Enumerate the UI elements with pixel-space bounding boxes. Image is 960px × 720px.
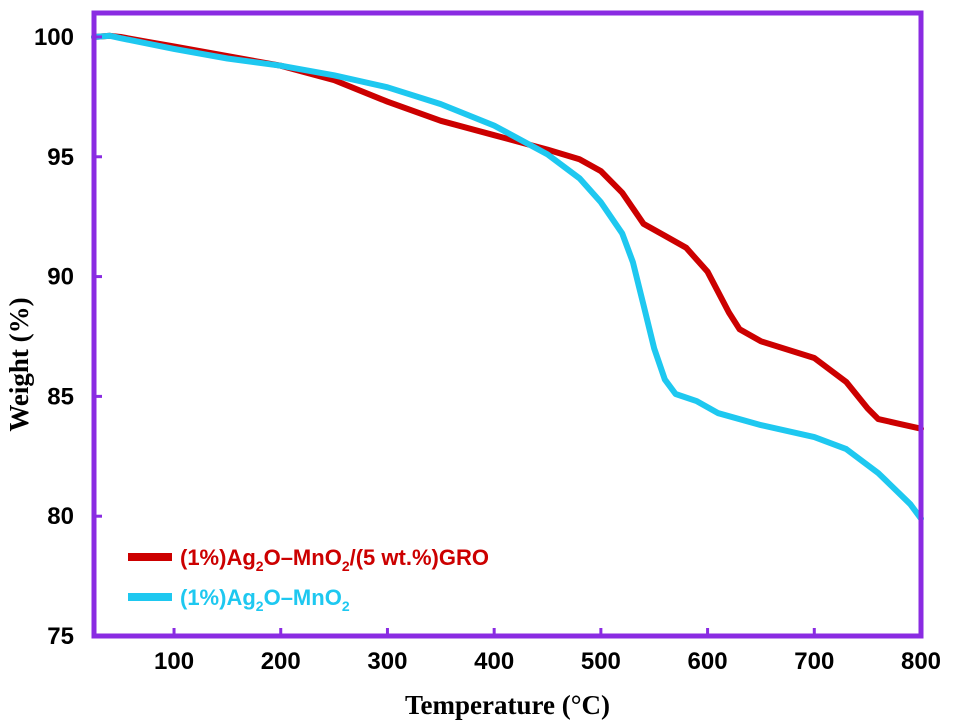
legend-label-1: (1%)Ag2O–MnO2/(5 wt.%)GRO (180, 545, 489, 574)
x-tick-label: 200 (261, 648, 301, 675)
y-tick-label: 90 (47, 264, 74, 291)
series-line-2 (91, 32, 924, 522)
x-tick-label: 600 (688, 648, 728, 675)
x-tick-label: 300 (367, 648, 407, 675)
y-tick-label: 95 (47, 144, 74, 171)
legend: (1%)Ag2O–MnO2/(5 wt.%)GRO (1%)Ag2O–MnO2 (128, 545, 489, 614)
plot-frame (91, 10, 924, 639)
x-axis-title: Temperature (°C) (405, 690, 610, 720)
x-tick-label: 100 (154, 648, 194, 675)
x-tick-label: 500 (581, 648, 621, 675)
x-tick-label: 800 (901, 648, 941, 675)
legend-label-2: (1%)Ag2O–MnO2 (180, 585, 350, 614)
y-axis-title: Weight (%) (4, 297, 34, 431)
y-tick-label: 85 (47, 383, 74, 410)
y-tick-label: 75 (47, 623, 74, 650)
series-line-1 (91, 32, 924, 432)
series-layer (91, 32, 924, 522)
x-tick-label: 400 (474, 648, 514, 675)
y-tick-label: 100 (34, 24, 74, 51)
x-tick-label: 700 (794, 648, 834, 675)
axes-layer: 100 200 300 400 500 600 700 800 75 80 85 90 95 100 (34, 24, 941, 675)
y-tick-label: 80 (47, 503, 74, 530)
